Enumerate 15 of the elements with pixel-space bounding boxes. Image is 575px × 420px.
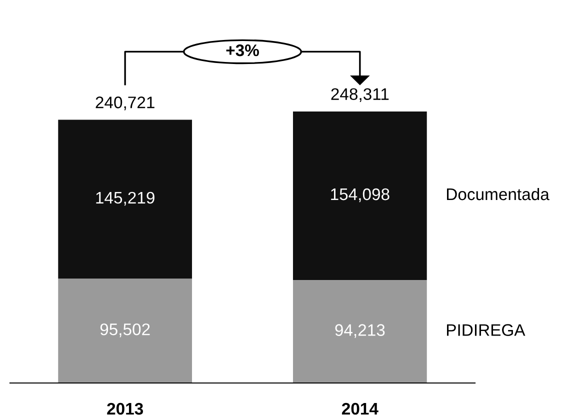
data-label: 94,213 xyxy=(335,324,385,338)
data-label: 154,098 xyxy=(331,188,390,202)
data-label: 95,502 xyxy=(100,323,150,338)
text: +3% xyxy=(226,44,259,56)
total-label: 248,311 xyxy=(331,88,389,102)
bar xyxy=(292,111,427,280)
bar xyxy=(58,278,192,383)
bar xyxy=(292,280,427,383)
series-label: PIDIREGA xyxy=(447,324,526,336)
data-label: 145,219 xyxy=(96,192,154,206)
x-tick-label: 2014 xyxy=(342,402,378,415)
bar xyxy=(58,120,192,279)
total-label: 240,721 xyxy=(96,96,154,110)
series-label: Documentada xyxy=(447,188,550,200)
x-tick-label: 2013 xyxy=(107,402,144,415)
